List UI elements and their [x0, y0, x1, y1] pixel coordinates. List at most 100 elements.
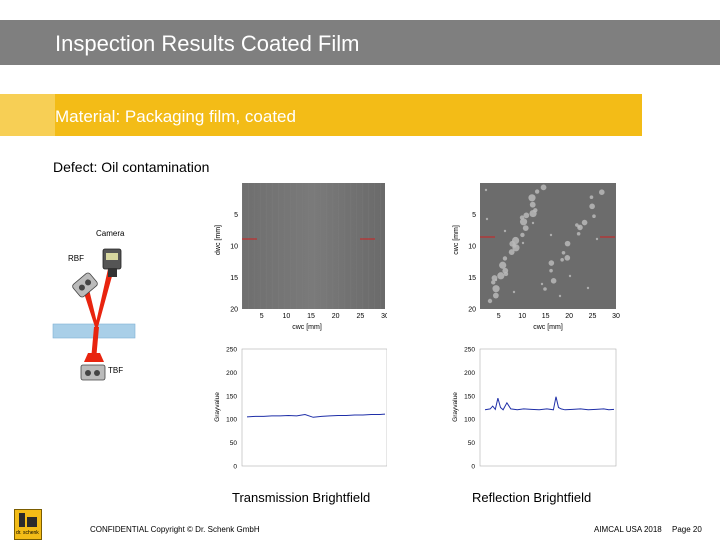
- transmission-beam: [91, 327, 99, 360]
- transmission-image-xtick: 15: [307, 313, 315, 320]
- reflection-profile-ytick: 200: [464, 370, 475, 377]
- oil-spot: [564, 255, 571, 261]
- oil-spot: [487, 298, 493, 304]
- reflection-profile-chart: 0 50 100 150 200 250 Grayvalue: [452, 347, 617, 471]
- reflection-image-xtick: 20: [565, 313, 573, 320]
- transmission-profile-ylabel: Grayvalue: [214, 392, 221, 422]
- reflection-image-area: [480, 183, 616, 309]
- reflection-beam-out: [82, 285, 98, 327]
- oil-spot: [523, 212, 530, 219]
- oil-spot: [511, 236, 520, 245]
- slide-title: Inspection Results Coated Film: [55, 31, 360, 56]
- camera-icon: [102, 248, 122, 277]
- transmission-image-chart: 5 10 15 20 25 30 5 10 15 20 dwc [mm] cwc [mm]: [215, 183, 387, 331]
- oil-spot: [568, 274, 572, 278]
- transmission-image-xtick: 25: [356, 313, 364, 320]
- tbf-label: TBF: [108, 366, 124, 375]
- reflection-image-ytick: 10: [468, 244, 476, 251]
- oil-spot: [543, 287, 547, 291]
- transmission-image-ytick: 15: [230, 275, 238, 282]
- transmission-image-ytick: 5: [234, 212, 238, 219]
- oil-spot: [577, 225, 581, 229]
- reflection-profile-ytick: 50: [468, 440, 476, 447]
- reflection-image-xtick: 15: [542, 313, 550, 320]
- reflection-profile-ytick: 150: [464, 393, 475, 400]
- logo-text: dr. schenk: [16, 530, 39, 536]
- oil-spot: [586, 286, 590, 290]
- transmission-profile-ytick: 150: [226, 393, 237, 400]
- oil-spot: [575, 223, 579, 227]
- reflection-image-ylabel: cwc [mm]: [453, 225, 460, 255]
- transmission-profile-ytick: 50: [230, 440, 238, 447]
- oil-spot: [492, 292, 499, 299]
- oil-spot: [502, 256, 508, 261]
- oil-spot: [512, 290, 516, 294]
- transmission-caption: Transmission Brightfield: [232, 490, 371, 505]
- reflection-profile-ytick: 100: [464, 417, 475, 424]
- material-label: Material: Packaging film, coated: [55, 107, 296, 126]
- oil-spot: [564, 240, 571, 247]
- oil-spot: [540, 282, 544, 286]
- reflection-image-ytick: 15: [468, 275, 476, 282]
- reflection-profile-ytick: 0: [471, 464, 475, 471]
- oil-spot: [560, 257, 564, 262]
- oil-spot: [494, 278, 498, 282]
- footer-confidential: CONFIDENTIAL Copyright © Dr. Schenk GmbH: [90, 525, 260, 534]
- reflection-profile-ylabel: Grayvalue: [452, 392, 459, 422]
- reflection-caption: Reflection Brightfield: [472, 490, 592, 505]
- transmission-image-ylabel: dwc [mm]: [215, 225, 222, 255]
- transmission-image-ytick: 20: [230, 307, 238, 314]
- setup-diagram: [52, 248, 136, 381]
- oil-spot: [520, 232, 525, 238]
- rbf-light-icon: [72, 272, 98, 298]
- oil-spot: [521, 241, 525, 245]
- reflection-image-xtick: 5: [497, 313, 501, 320]
- transmission-profile-line: [246, 413, 386, 418]
- oil-spot: [503, 229, 507, 233]
- footer-page: Page 20: [672, 525, 702, 534]
- transmission-profile-ytick: 200: [226, 370, 237, 377]
- title-bar: [0, 20, 720, 65]
- oil-spot: [519, 218, 528, 226]
- oil-spot: [497, 272, 505, 280]
- oil-spot: [485, 217, 489, 221]
- camera-label: Camera: [96, 229, 125, 238]
- transmission-profile-ytick: 0: [233, 464, 237, 471]
- reflection-image-xtick: 25: [589, 313, 597, 320]
- company-logo: dr. schenk: [14, 509, 42, 540]
- oil-spot: [550, 278, 557, 284]
- transmission-image-xtick: 5: [260, 313, 264, 320]
- reflection-profile-line: [484, 396, 615, 411]
- oil-spot: [589, 203, 595, 210]
- oil-spot: [592, 214, 596, 219]
- oil-spot: [549, 233, 553, 237]
- oil-spot: [598, 189, 605, 195]
- material-banner: [0, 94, 642, 136]
- oil-spot: [492, 285, 500, 293]
- transmission-profile-ytick: 250: [226, 347, 237, 354]
- footer-event: AIMCAL USA 2018: [594, 525, 662, 534]
- oil-spot: [502, 267, 509, 274]
- oil-spot: [576, 231, 581, 236]
- oil-spots: [484, 184, 605, 304]
- oil-spot: [595, 237, 599, 241]
- oil-spot: [549, 268, 553, 273]
- defect-label: Defect: Oil contamination: [53, 159, 210, 175]
- oil-spot: [499, 261, 507, 269]
- material-banner-stripe: [0, 94, 55, 136]
- oil-spot: [581, 219, 588, 226]
- oil-spot: [531, 221, 535, 225]
- transmission-image-xtick: 20: [332, 313, 340, 320]
- oil-spot: [589, 195, 594, 199]
- reflection-image-xtick: 10: [518, 313, 526, 320]
- oil-spot: [558, 294, 562, 298]
- oil-spot: [534, 189, 540, 194]
- reflection-image-xlabel: cwc [mm]: [533, 324, 563, 331]
- oil-spot: [491, 280, 496, 285]
- reflection-image-chart: 5 10 15 20 25 30 5 10 15 20 cwc [mm] cwc [mm]: [453, 183, 620, 331]
- transmission-image-xtick: 30: [381, 313, 387, 320]
- transmission-image-ytick: 10: [230, 244, 238, 251]
- transmission-image-xlabel: cwc [mm]: [292, 324, 322, 331]
- oil-spot: [540, 184, 547, 191]
- oil-spot: [529, 201, 536, 208]
